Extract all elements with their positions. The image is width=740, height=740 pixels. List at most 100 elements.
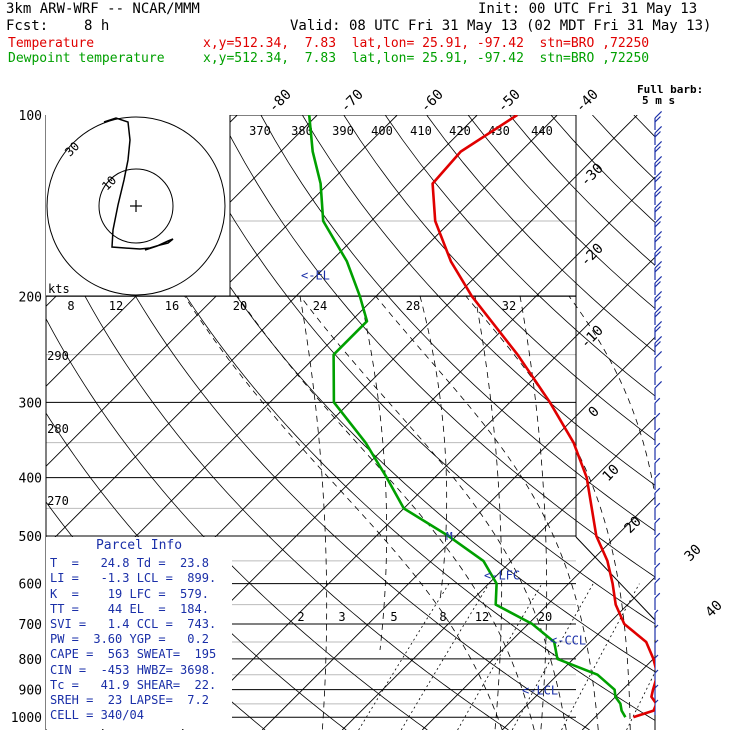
isotherm-line	[181, 256, 655, 730]
parcel-info-row: Tc = 41.9 SHEAR= 22.	[50, 677, 217, 692]
mixing-ratio-line	[400, 583, 490, 730]
wind-barb-flag	[654, 170, 663, 179]
isotherm-tick-label: -70	[338, 87, 367, 116]
mixing-ratio-line	[561, 583, 640, 730]
moist-adiabat-line	[568, 296, 655, 499]
wind-barb-flag	[654, 275, 663, 284]
temperature-station-info: x,y=512.34, 7.83 lat,lon= 25.91, -97.42 …	[203, 36, 650, 51]
wind-barb-flag	[654, 311, 661, 318]
wind-barb-flag	[654, 251, 661, 258]
isotherm-tick-label: -50	[495, 87, 524, 116]
wind-barb-flag	[654, 502, 661, 509]
wind-barb-flag	[654, 654, 659, 659]
isotherm-tick-label: 10	[600, 462, 623, 485]
wind-barb-flag	[654, 380, 663, 389]
level-marker-label: <-CCL	[550, 634, 586, 648]
wind-barb-flag	[654, 562, 661, 569]
isotherm-tick-label: -30	[578, 161, 607, 190]
init-time: Init: 00 UTC Fri 31 May 13	[478, 1, 698, 17]
theta-tick-label: 440	[531, 124, 553, 138]
wind-barb-flag	[654, 341, 661, 348]
mixing-ratio-tick-label: 12	[475, 610, 489, 624]
dewpoint-profile-line	[307, 115, 627, 718]
wind-barb-flag	[654, 281, 661, 288]
theta-tick-label: 400	[371, 124, 393, 138]
moist-adiabat-line	[672, 296, 708, 730]
theta-tick-label: 420	[449, 124, 471, 138]
dewpoint-station-info: x,y=512.34, 7.83 lat,lon= 25.91, -97.42 …	[203, 51, 650, 66]
isotherm-tick-label: -10	[578, 323, 607, 352]
wind-barb-flag	[654, 592, 661, 599]
hodograph-ring-inner	[98, 168, 174, 244]
level-marker-label: <-LCL	[522, 683, 558, 697]
parcel-info-row: LI = -1.3 LCL = 899.	[50, 571, 217, 586]
mixing-ratio-line	[511, 583, 594, 730]
wind-barb-flag	[654, 442, 661, 449]
pressure-tick-label: 800	[19, 653, 42, 668]
valid-time: Valid: 08 UTC Fri 31 May 13 (02 MDT Fri …	[290, 18, 712, 34]
temperature-legend: Temperature	[8, 36, 95, 51]
dewpoint-legend: Dewpoint temperature	[8, 51, 165, 66]
isotherm-line	[46, 115, 398, 467]
dry-adiabat-line	[467, 115, 655, 310]
wind-barb-flag	[654, 350, 663, 359]
pressure-tick-label: 900	[19, 684, 42, 699]
theta-tick-label: 410	[410, 124, 432, 138]
dry-adiabat-line	[592, 115, 655, 181]
storm-motion-label: M	[446, 530, 453, 543]
theta-tick-label: 390	[332, 124, 354, 138]
pressure-tick-label: 600	[19, 578, 42, 593]
wind-barb-flag	[654, 577, 661, 584]
dry-adiabat-line	[219, 115, 655, 578]
isotherm-line	[341, 416, 655, 730]
dry-adiabat-line	[301, 115, 655, 486]
level-marker-label: <-LFC	[484, 568, 520, 582]
wind-barb-flag	[654, 140, 663, 149]
isotherm-tick-label: -40	[573, 87, 602, 116]
wind-barb-flag	[654, 639, 659, 644]
isotherm-tick-label: -60	[418, 87, 447, 116]
dry-adiabat-line	[675, 115, 740, 730]
wind-barb-flag	[654, 296, 661, 303]
parcel-info-row: CELL = 340/04	[50, 708, 144, 723]
hodograph-speed-tick-label: 8	[67, 299, 74, 313]
forecast-label: Fcst:	[6, 18, 49, 34]
wind-barb-flag	[654, 609, 659, 614]
wind-barb-flag	[654, 397, 661, 404]
isotherm-tick-label: 20	[622, 514, 645, 537]
dry-adiabat-line	[46, 213, 509, 730]
wind-barb-flag	[654, 236, 661, 243]
theta-tick-label: 370	[249, 124, 271, 138]
forecast-hour: 8 h	[84, 18, 110, 34]
wind-barb-flag	[654, 684, 659, 689]
wind-barb-flag	[654, 176, 661, 183]
parcel-info-row: TT = 44 EL = 184.	[50, 601, 209, 616]
isotherm-line	[46, 115, 478, 547]
moist-adiabat-line	[465, 296, 631, 730]
wind-barb-flag	[654, 427, 661, 434]
wind-barb-flag	[654, 412, 661, 419]
wind-barb-flag	[654, 200, 663, 209]
wind-barb-flag	[654, 155, 663, 164]
plot-diagonal-border	[575, 536, 656, 621]
dry-adiabat-line	[136, 115, 655, 673]
wind-barb-flag	[654, 669, 659, 674]
mixing-ratio-tick-label: 3	[338, 610, 345, 624]
pressure-tick-label: 400	[19, 472, 42, 487]
barb-legend-unit: 5 m s	[642, 94, 675, 107]
dry-adiabat-line	[53, 115, 590, 730]
wind-barb-flag	[654, 230, 663, 239]
hodograph-speed-tick-label: 20	[233, 299, 247, 313]
wind-barb-flag	[654, 326, 661, 333]
wind-barb-flag	[654, 131, 661, 138]
model-title: 3km ARW-WRF -- NCAR/MMM	[6, 1, 200, 17]
wind-barb-flag	[654, 365, 663, 374]
isotherm-tick-label: 30	[682, 542, 705, 565]
parcel-info-row: SVI = 1.4 CCL = 743.	[50, 617, 217, 632]
wind-barb-flag	[654, 487, 661, 494]
hodograph-unit-label: kts	[48, 282, 70, 296]
pressure-tick-label: 1000	[11, 711, 42, 726]
moist-adiabat-line	[375, 296, 599, 730]
wind-barb-flag	[654, 517, 661, 524]
pressure-tick-label: 100	[19, 109, 42, 124]
